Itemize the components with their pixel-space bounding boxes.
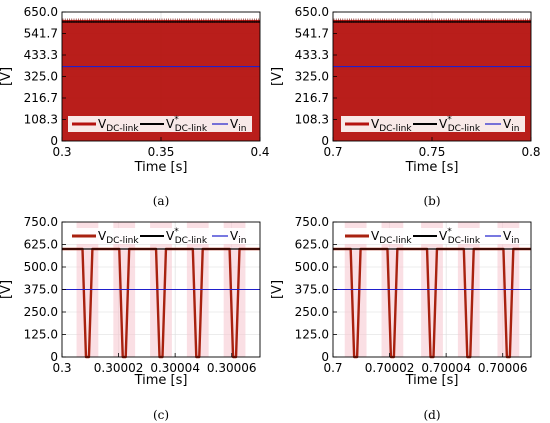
x-tick-label: 0.4	[250, 145, 269, 159]
y-tick-label: 433.3	[295, 48, 329, 62]
legend-label-sup: *	[174, 115, 179, 125]
y-tick-label: 0	[321, 134, 329, 148]
y-axis-label: [V]	[270, 280, 285, 299]
legend-label-sub: DC-link	[175, 124, 208, 134]
y-tick-label: 125.0	[295, 328, 329, 342]
y-tick-label: 650.0	[295, 5, 329, 19]
legend-label-sub: DC-link	[106, 124, 139, 134]
legend-label-sub: in	[238, 236, 246, 246]
y-tick-label: 375.0	[295, 283, 329, 297]
chart-d: 0 125.0 250.0 375.0 500.0 625.0 750.0 0.7 0.7000…	[270, 215, 532, 422]
y-tick-label: 108.3	[24, 113, 58, 127]
legend-label-sup: *	[447, 227, 452, 237]
y-tick-label: 0	[50, 134, 58, 148]
x-axis-label: Time [s]	[134, 373, 188, 388]
x-tick-label: 0.70006	[478, 361, 528, 375]
y-tick-label: 541.7	[295, 26, 329, 40]
y-tick-label: 500.0	[24, 260, 58, 274]
y-tick-label: 375.0	[24, 283, 58, 297]
x-axis-label: Time [s]	[405, 160, 459, 175]
y-tick-label: 0	[321, 350, 329, 364]
x-tick-label: 0.30004	[150, 361, 200, 375]
legend: VDC-link V* DC-link Vin	[68, 227, 252, 246]
x-tick-label: 0.70002	[365, 361, 415, 375]
panel-caption: (c)	[153, 408, 169, 422]
y-tick-label: 0	[50, 350, 58, 364]
x-tick-label: 0.7	[323, 361, 342, 375]
legend-label-sup: *	[174, 227, 179, 237]
x-tick-label: 0.3	[52, 145, 71, 159]
legend-label-sub: in	[238, 124, 246, 134]
y-axis-label: [V]	[0, 67, 14, 86]
y-tick-label: 500.0	[295, 260, 329, 274]
legend-label-sub: DC-link	[379, 124, 412, 134]
panel-caption: (d)	[423, 408, 440, 422]
legend-label-sub: in	[511, 124, 519, 134]
y-tick-label: 250.0	[295, 305, 329, 319]
y-tick-label: 625.0	[24, 238, 58, 252]
y-tick-label: 250.0	[24, 305, 58, 319]
legend-label-sub: in	[511, 236, 519, 246]
x-tick-label: 0.3	[52, 361, 71, 375]
y-tick-label: 216.7	[295, 91, 329, 105]
panel-caption: (b)	[423, 194, 440, 208]
y-tick-label: 750.0	[295, 215, 329, 229]
x-tick-label: 0.30002	[94, 361, 144, 375]
legend-label-sup: *	[447, 115, 452, 125]
chart-c: 0 125.0 250.0 375.0 500.0 625.0 750.0 0.3 0.3000…	[0, 215, 261, 422]
legend: VDC-link V* DC-link Vin	[341, 227, 525, 246]
x-tick-label: 0.70004	[421, 361, 471, 375]
y-tick-label: 650.0	[24, 5, 58, 19]
legend-label-sub: DC-link	[448, 124, 481, 134]
chart-b: 0 108.3 216.7 325.0 433.3 541.7 650.0 0.7 0.75 0.…	[270, 5, 541, 208]
legend: VDC-link V* DC-link Vin	[68, 115, 252, 134]
y-tick-label: 108.3	[295, 113, 329, 127]
legend: VDC-link V* DC-link Vin	[341, 115, 525, 134]
legend-label-sub: DC-link	[448, 236, 481, 246]
y-axis-label: [V]	[270, 67, 285, 86]
x-tick-label: 0.8	[521, 145, 540, 159]
legend-label-sub: DC-link	[379, 236, 412, 246]
x-axis-label: Time [s]	[405, 373, 459, 388]
y-tick-label: 433.3	[24, 48, 58, 62]
x-tick-label: 0.7	[323, 145, 342, 159]
legend-label-sub: DC-link	[106, 236, 139, 246]
x-tick-label: 0.35	[148, 145, 175, 159]
y-tick-label: 750.0	[24, 215, 58, 229]
y-tick-label: 325.0	[24, 70, 58, 84]
x-axis-label: Time [s]	[134, 160, 188, 175]
x-tick-label: 0.30006	[207, 361, 257, 375]
panel-caption: (a)	[153, 194, 170, 208]
y-tick-label: 125.0	[24, 328, 58, 342]
y-tick-label: 541.7	[24, 26, 58, 40]
y-axis-label: [V]	[0, 280, 14, 299]
y-tick-label: 625.0	[295, 238, 329, 252]
y-tick-label: 325.0	[295, 70, 329, 84]
chart-a: 0 108.3 216.7 325.0 433.3 541.7 650.0 0.3 0.35 0.…	[0, 5, 270, 208]
y-tick-label: 216.7	[24, 91, 58, 105]
x-tick-label: 0.75	[419, 145, 446, 159]
legend-label-sub: DC-link	[175, 236, 208, 246]
